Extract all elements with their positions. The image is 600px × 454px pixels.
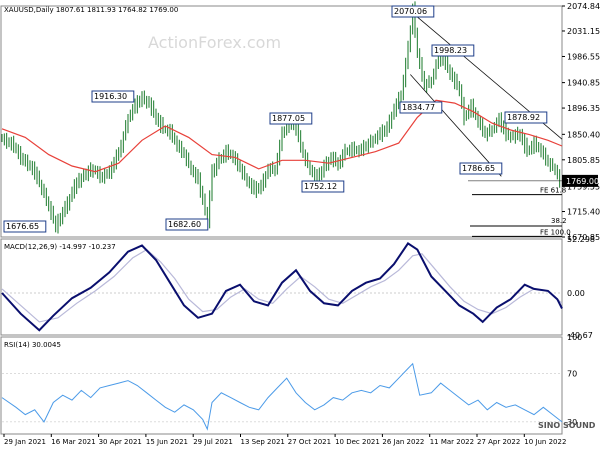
- fe-label: FE 61.8: [540, 187, 566, 195]
- price-annotation-box: [165, 218, 209, 231]
- price-annotation-label: 1834.77: [402, 103, 435, 112]
- x-axis-label: 26 Jan 2022: [382, 438, 424, 446]
- macd-axis-label: 52.298: [567, 235, 595, 244]
- x-axis-label: 29 Jan 2021: [4, 438, 46, 446]
- price-annotation-label: 1752.12: [304, 182, 337, 191]
- fe-label: FE 100.0: [540, 228, 571, 236]
- rsi-axis-label: 100: [567, 333, 582, 342]
- fe-label: 38.2: [551, 217, 567, 225]
- price-annotation-label: 1786.65: [462, 164, 495, 173]
- price-axis-label: 1896.35: [567, 104, 600, 113]
- channel-lower-line: [410, 74, 502, 177]
- price-annotation-box: [301, 180, 345, 193]
- price-annotation-label: 1682.60: [168, 220, 201, 229]
- price-annotation-box: [399, 101, 443, 114]
- symbol-header: XAUUSD,Daily 1807.61 1811.93 1764.82 176…: [4, 6, 178, 14]
- watermark: ActionForex.com: [148, 33, 281, 52]
- current-price-label: 1769.00: [566, 177, 599, 186]
- price-annotation-box: [431, 44, 475, 57]
- macd-line: [1, 242, 563, 332]
- x-axis-label: 13 Sep 2021: [241, 438, 285, 446]
- panel-frame: [0, 336, 563, 435]
- rsi-axis-label: 70: [567, 369, 577, 378]
- price-annotation-label: 1676.65: [6, 222, 39, 231]
- panel-frame: [0, 238, 563, 336]
- price-annotation-label: 1998.23: [434, 46, 467, 55]
- price-annotation-label: 1877.05: [272, 114, 305, 123]
- price-axis-label: 1940.85: [567, 79, 600, 88]
- x-axis-label: 30 Apr 2021: [99, 438, 142, 446]
- macd-axis-label: -40.67: [567, 331, 593, 340]
- macd-axis-label: 0.00: [567, 289, 585, 298]
- price-annotation-label: 1878.92: [507, 113, 540, 122]
- price-annotation-label: 2070.06: [394, 7, 427, 16]
- price-annotation-box: [459, 162, 503, 175]
- rsi-title: RSI(14) 30.0045: [4, 341, 61, 349]
- price-axis-label: 1670.85: [567, 233, 600, 242]
- rsi-line: [1, 362, 563, 431]
- price-axis-label: 1986.55: [567, 52, 600, 61]
- x-axis-label: 10 Jun 2022: [524, 438, 566, 446]
- current-price-box: [562, 174, 598, 187]
- price-axis-label: 2074.84: [567, 2, 600, 11]
- macd-title: MACD(12,26,9) -14.997 -10.237: [4, 243, 116, 251]
- x-axis-label: 29 Jul 2021: [193, 438, 233, 446]
- rsi-axis-label: 30: [567, 418, 577, 427]
- macd-signal-line: [1, 248, 563, 323]
- ma-line: [1, 99, 563, 173]
- x-axis-label: 16 Mar 2021: [51, 438, 95, 446]
- price-annotation-label: 1916.30: [94, 92, 127, 101]
- x-axis-label: 27 Oct 2021: [288, 438, 331, 446]
- price-axis-label: 1850.40: [567, 130, 600, 139]
- x-axis-label: 11 Mar 2022: [430, 438, 474, 446]
- x-axis-label: 10 Dec 2021: [335, 438, 380, 446]
- price-annotation-box: [391, 5, 435, 18]
- price-annotation-box: [3, 220, 47, 233]
- x-axis-label: 15 Jun 2021: [146, 438, 188, 446]
- price-annotation-box: [504, 111, 548, 124]
- price-axis-label: 1805.85: [567, 156, 600, 165]
- brand-logo-text: SINO SOUND: [538, 421, 596, 430]
- price-axis-label: 1715.40: [567, 208, 600, 217]
- price-annotation-box: [269, 112, 313, 125]
- x-axis-label: 27 Apr 2022: [477, 438, 520, 446]
- panel-frame: [0, 5, 563, 238]
- price-axis-label: 2031.15: [567, 27, 600, 36]
- price-annotation-box: [91, 90, 135, 103]
